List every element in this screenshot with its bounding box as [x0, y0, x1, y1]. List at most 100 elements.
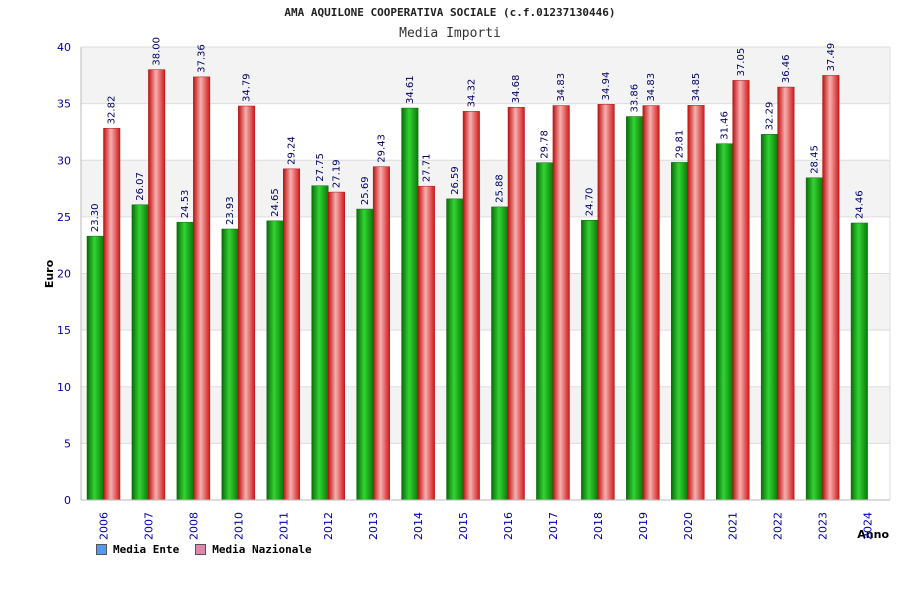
grid-band — [81, 47, 890, 104]
x-tick-label: 2016 — [502, 512, 515, 540]
bar-media-ente — [850, 222, 868, 501]
grid-band — [81, 330, 890, 387]
legend: Media Ente Media Nazionale — [96, 543, 312, 556]
bar-media-ente — [491, 206, 509, 501]
data-label: 33.86 — [630, 84, 641, 113]
bar-media-nazionale — [597, 104, 615, 501]
bar-media-nazionale — [238, 105, 256, 501]
data-label: 34.61 — [405, 75, 416, 104]
y-tick-label: 20 — [57, 268, 71, 281]
bar-media-ente — [86, 235, 104, 501]
data-label: 34.94 — [601, 72, 612, 101]
bar-media-nazionale — [507, 106, 525, 501]
x-tick-label: 2018 — [592, 512, 605, 540]
grid-band — [81, 273, 890, 331]
bar-media-nazionale — [193, 76, 211, 501]
x-tick-label: 2024 — [862, 512, 875, 540]
x-tick-label: 2015 — [457, 512, 470, 540]
data-label: 24.46 — [854, 190, 865, 219]
chart-subtitle: Media Importi — [399, 26, 501, 41]
bar-media-ente — [715, 143, 733, 501]
grid-band — [81, 160, 890, 217]
bar-media-ente — [311, 185, 329, 501]
legend-label: Media Ente — [113, 543, 180, 556]
bar-media-nazionale — [462, 111, 480, 501]
data-label: 34.83 — [646, 73, 657, 102]
data-label: 32.82 — [107, 96, 118, 125]
data-label: 37.05 — [736, 48, 747, 77]
bar-media-nazionale — [417, 185, 435, 501]
bar-media-ente — [760, 134, 778, 501]
bar-media-nazionale — [777, 86, 795, 501]
data-label: 38.00 — [152, 37, 163, 66]
data-label: 25.88 — [495, 174, 506, 203]
y-tick-label: 0 — [64, 494, 71, 507]
data-label: 28.45 — [809, 145, 820, 174]
data-label: 27.75 — [315, 153, 326, 182]
bar-media-nazionale — [283, 168, 301, 501]
bar-media-ente — [805, 177, 823, 501]
chart-title: AMA AQUILONE COOPERATIVA SOCIALE (c.f.01… — [284, 6, 616, 19]
x-tick-label: 2012 — [322, 512, 335, 540]
x-tick-label: 2021 — [727, 512, 740, 540]
x-tick-label: 2020 — [682, 512, 695, 540]
bar-media-ente — [356, 208, 374, 501]
y-tick-label: 40 — [57, 41, 71, 54]
grid-band — [81, 386, 890, 444]
legend-swatch — [96, 544, 107, 555]
legend-swatch — [195, 544, 207, 555]
x-tick-label: 2014 — [412, 512, 425, 540]
x-tick-label: 2023 — [817, 512, 830, 540]
x-tick-label: 2019 — [637, 512, 650, 540]
x-tick-label: 2017 — [547, 512, 560, 540]
x-tick-label: 2007 — [142, 512, 155, 540]
grid-band — [81, 216, 890, 274]
legend-item-media-ente: Media Ente — [96, 543, 179, 556]
y-tick-label: 10 — [57, 381, 71, 394]
y-tick-label: 35 — [57, 98, 71, 111]
bar-media-ente — [581, 220, 599, 501]
data-label: 27.71 — [421, 154, 432, 183]
data-label: 36.46 — [781, 54, 792, 83]
data-label: 34.83 — [556, 73, 567, 102]
data-label: 32.29 — [764, 102, 775, 131]
data-label: 34.68 — [511, 75, 522, 104]
bar-media-ente — [626, 116, 644, 501]
bar-media-ente — [266, 220, 284, 501]
data-label: 37.49 — [826, 43, 837, 72]
data-label: 27.19 — [331, 159, 342, 188]
data-label: 29.43 — [376, 134, 387, 163]
grid-band — [81, 443, 890, 500]
bar-media-nazionale — [372, 166, 390, 501]
data-label: 23.93 — [225, 196, 236, 225]
y-tick-label: 25 — [57, 211, 71, 224]
bar-media-ente — [176, 221, 194, 501]
data-label: 24.70 — [585, 188, 596, 217]
data-label: 29.81 — [675, 130, 686, 159]
x-tick-label: 2022 — [772, 512, 785, 540]
data-label: 34.79 — [242, 73, 253, 102]
legend-item-media-nazionale: Media Nazionale — [195, 543, 312, 556]
bar-media-ente — [221, 228, 239, 501]
bar-media-ente — [131, 204, 149, 501]
grid-band — [81, 103, 890, 161]
data-label: 24.53 — [180, 190, 191, 219]
bar-media-nazionale — [687, 105, 705, 501]
bar-media-nazionale — [148, 69, 166, 501]
data-label: 23.30 — [90, 203, 101, 232]
bar-media-ente — [401, 107, 419, 501]
legend-label: Media Nazionale — [212, 543, 312, 556]
data-label: 26.07 — [135, 172, 146, 201]
y-tick-label: 15 — [57, 324, 71, 337]
x-tick-label: 2008 — [187, 512, 200, 540]
bar-media-nazionale — [642, 105, 660, 501]
data-label: 26.59 — [450, 166, 461, 195]
bar-media-nazionale — [552, 105, 570, 501]
data-label: 34.32 — [466, 79, 477, 108]
bar-media-nazionale — [103, 128, 121, 501]
data-label: 29.78 — [540, 130, 551, 159]
bar-media-ente — [536, 162, 554, 501]
x-tick-label: 2013 — [367, 512, 380, 540]
data-label: 29.24 — [287, 136, 298, 165]
